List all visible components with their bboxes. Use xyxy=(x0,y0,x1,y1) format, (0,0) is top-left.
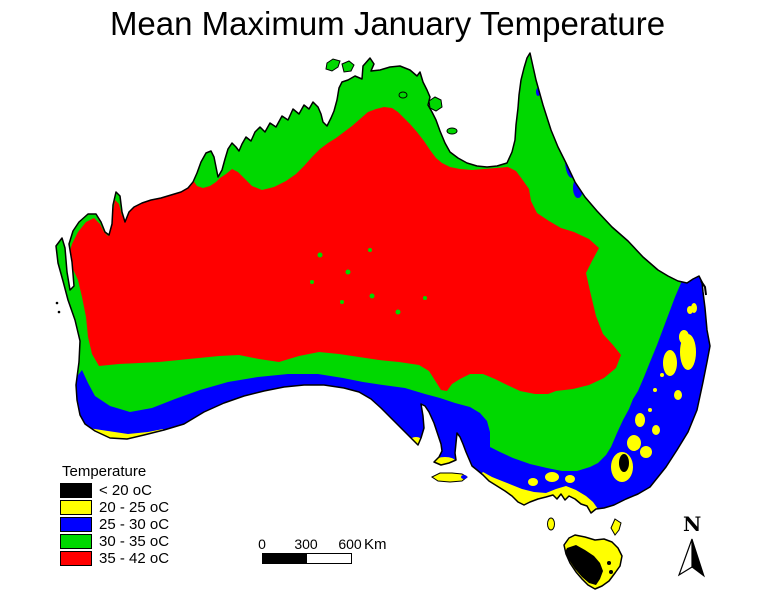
scale-bar-graphic xyxy=(262,553,352,564)
north-arrow: N xyxy=(668,512,716,588)
legend-swatch-20-25 xyxy=(60,500,92,515)
kangaroo-island-east xyxy=(461,475,467,479)
legend-label-20-25: 20 - 25 oC xyxy=(99,499,170,516)
legend-item-30-35: 30 - 35 oC xyxy=(60,534,169,549)
north-arrow-icon xyxy=(677,538,705,578)
legend-item-20-25: 20 - 25 oC xyxy=(60,500,169,515)
flinders-island xyxy=(610,518,622,536)
abrolhos-islets xyxy=(55,280,707,314)
scale-bar: 0 300 600 Km xyxy=(252,536,422,568)
northern-islands xyxy=(325,58,458,135)
legend-item-25-30: 25 - 30 oC xyxy=(60,517,169,532)
scale-tick-0: 0 xyxy=(258,536,266,552)
zone-30-35-speckles xyxy=(310,248,427,315)
legend-swatch-35-42 xyxy=(60,551,92,566)
tasmania-island xyxy=(563,534,623,590)
groote-eylandt-island xyxy=(428,96,443,112)
scale-tick-600: 600 xyxy=(338,536,362,552)
tasmania-highlands-lt20 xyxy=(565,545,613,585)
kangaroo-island xyxy=(431,472,468,483)
legend: Temperature < 20 oC 20 - 25 oC 25 - 30 o… xyxy=(60,463,169,568)
scale-bar-empty-segment xyxy=(307,554,351,563)
legend-swatch-25-30 xyxy=(60,517,92,532)
zone-35-42-interior xyxy=(68,107,621,394)
legend-label-lt20: < 20 oC xyxy=(99,482,152,499)
mainland-coastline xyxy=(55,52,711,514)
page-title: Mean Maximum January Temperature xyxy=(109,5,666,42)
scale-bar-filled-segment xyxy=(263,554,307,563)
tiwi-islands xyxy=(325,58,341,72)
zone-lt20-snowy-mountains xyxy=(619,454,629,472)
scale-tick-300: 300 xyxy=(294,536,318,552)
legend-label-30-35: 30 - 35 oC xyxy=(99,533,170,550)
scale-unit-label: Km xyxy=(364,536,387,553)
north-label: N xyxy=(683,512,702,536)
legend-swatch-lt20 xyxy=(60,483,92,498)
legend-swatch-30-35 xyxy=(60,534,92,549)
mornington-island xyxy=(446,127,458,135)
legend-item-lt20: < 20 oC xyxy=(60,483,169,498)
legend-title: Temperature xyxy=(62,463,147,480)
fraser-island xyxy=(700,280,707,296)
bass-strait-islands xyxy=(547,517,622,536)
king-island xyxy=(547,517,555,531)
legend-label-25-30: 25 - 30 oC xyxy=(99,516,170,533)
tiwi-islands xyxy=(341,60,355,73)
legend-label-35-42: 35 - 42 oC xyxy=(99,550,170,567)
legend-item-35-42: 35 - 42 oC xyxy=(60,551,169,566)
coastal-island xyxy=(398,91,408,99)
